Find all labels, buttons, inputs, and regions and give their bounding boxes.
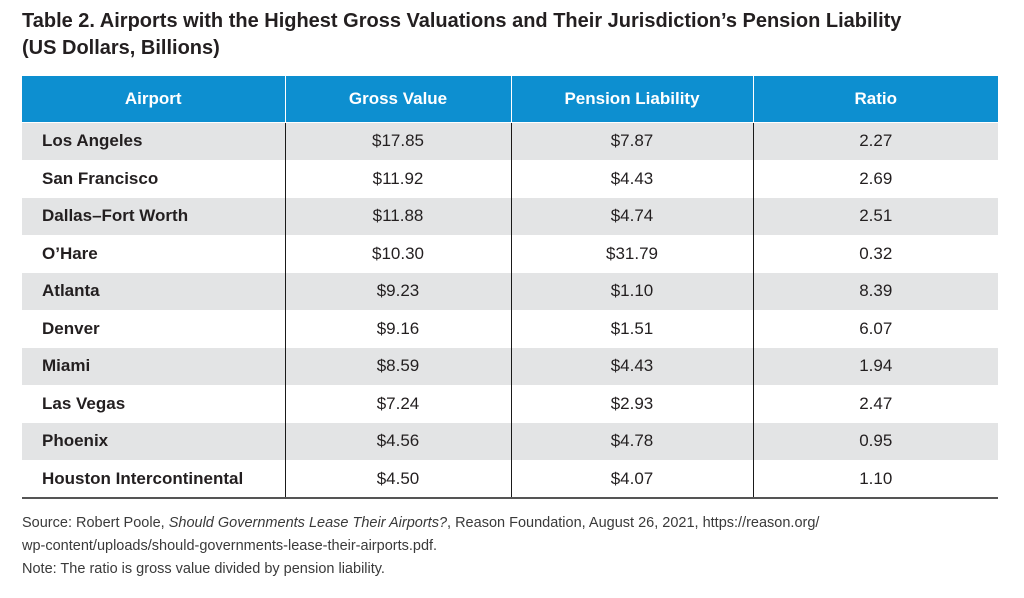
source-prefix: Source: Robert Poole, [22, 515, 169, 531]
cell-gross-value: $17.85 [284, 122, 511, 160]
table-row: Houston Intercontinental $4.50 $4.07 1.1… [22, 459, 998, 499]
cell-pension-liability: $4.43 [510, 159, 753, 198]
cell-pension-liability: $4.74 [510, 197, 753, 235]
cell-ratio: 1.10 [752, 459, 998, 499]
cell-gross-value: $9.16 [284, 309, 511, 348]
table-header-row: Airport Gross Value Pension Liability Ra… [22, 76, 998, 123]
cell-ratio: 2.27 [752, 122, 998, 160]
note-line: Note: The ratio is gross value divided b… [22, 561, 385, 577]
cell-gross-value: $8.59 [284, 347, 511, 385]
cell-airport: Houston Intercontinental [22, 459, 285, 499]
cell-ratio: 2.69 [752, 159, 998, 198]
table-row: San Francisco $11.92 $4.43 2.69 [22, 159, 998, 198]
cell-airport: San Francisco [22, 159, 285, 198]
cell-airport: Phoenix [22, 422, 285, 460]
airport-pension-table: Airport Gross Value Pension Liability Ra… [22, 76, 998, 499]
cell-airport: O’Hare [22, 234, 285, 273]
column-header-ratio: Ratio [752, 76, 998, 123]
table-row: Atlanta $9.23 $1.10 8.39 [22, 272, 998, 310]
cell-gross-value: $7.24 [284, 384, 511, 423]
source-line-1: Source: Robert Poole, Should Governments… [22, 512, 1007, 535]
cell-airport: Las Vegas [22, 384, 285, 423]
cell-pension-liability: $7.87 [510, 122, 753, 160]
source-note: Source: Robert Poole, Should Governments… [22, 512, 1007, 581]
source-line-2: wp-content/uploads/should-governments-le… [22, 538, 438, 554]
cell-gross-value: $4.56 [284, 422, 511, 460]
cell-pension-liability: $2.93 [510, 384, 753, 423]
cell-pension-liability: $31.79 [510, 234, 753, 273]
source-suffix: , Reason Foundation, August 26, 2021, ht… [447, 515, 820, 531]
cell-pension-liability: $1.51 [510, 309, 753, 348]
cell-gross-value: $9.23 [284, 272, 511, 310]
cell-airport: Los Angeles [22, 122, 285, 160]
table-title-line-2: (US Dollars, Billions) [22, 37, 220, 59]
source-title: Should Governments Lease Their Airports? [168, 515, 448, 531]
table-row: Miami $8.59 $4.43 1.94 [22, 347, 998, 385]
cell-pension-liability: $4.07 [510, 459, 753, 499]
cell-pension-liability: $4.43 [510, 347, 753, 385]
cell-ratio: 2.51 [752, 197, 998, 235]
cell-airport: Atlanta [22, 272, 285, 310]
cell-gross-value: $4.50 [284, 459, 511, 499]
column-header-pension-liability: Pension Liability [510, 76, 753, 123]
table-title-line-1: Table 2. Airports with the Highest Gross… [22, 10, 902, 32]
table-row: Los Angeles $17.85 $7.87 2.27 [22, 122, 998, 160]
cell-gross-value: $11.92 [284, 159, 511, 198]
cell-airport: Dallas–Fort Worth [22, 197, 285, 235]
cell-ratio: 1.94 [752, 347, 998, 385]
cell-ratio: 6.07 [752, 309, 998, 348]
cell-ratio: 0.32 [752, 234, 998, 273]
cell-pension-liability: $4.78 [510, 422, 753, 460]
table-row: Denver $9.16 $1.51 6.07 [22, 309, 998, 348]
column-header-airport: Airport [22, 76, 285, 123]
cell-airport: Denver [22, 309, 285, 348]
table-row: Dallas–Fort Worth $11.88 $4.74 2.51 [22, 197, 998, 235]
table-row: O’Hare $10.30 $31.79 0.32 [22, 234, 998, 273]
table-row: Las Vegas $7.24 $2.93 2.47 [22, 384, 998, 423]
cell-ratio: 8.39 [752, 272, 998, 310]
column-header-gross-value: Gross Value [284, 76, 511, 123]
cell-ratio: 2.47 [752, 384, 998, 423]
cell-gross-value: $10.30 [284, 234, 511, 273]
cell-gross-value: $11.88 [284, 197, 511, 235]
cell-airport: Miami [22, 347, 285, 385]
table-title: Table 2. Airports with the Highest Gross… [22, 8, 1012, 62]
table-row: Phoenix $4.56 $4.78 0.95 [22, 422, 998, 460]
cell-pension-liability: $1.10 [510, 272, 753, 310]
cell-ratio: 0.95 [752, 422, 998, 460]
